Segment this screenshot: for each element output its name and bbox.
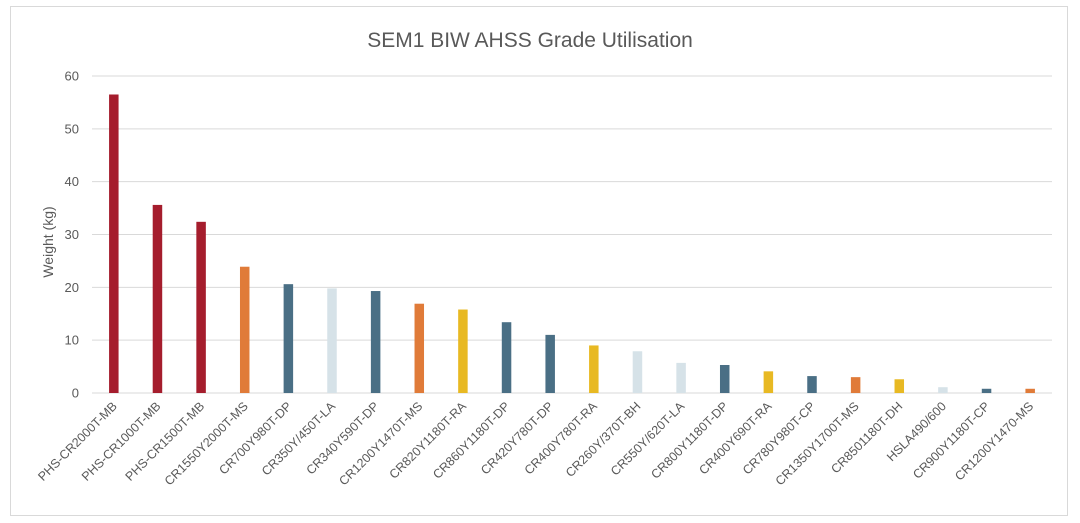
bar <box>327 288 337 393</box>
bars <box>109 94 1035 393</box>
bar <box>894 379 905 393</box>
x-tick-label: CR1350Y1700T-MS <box>773 399 862 488</box>
x-tick-label: CR350Y/450T-LA <box>259 399 339 479</box>
bar <box>152 204 163 393</box>
x-tick-label: CR820Y1180T-RA <box>387 399 470 482</box>
bar <box>763 371 774 393</box>
x-tick-label: PHS-CR1000T-MB <box>79 399 164 484</box>
chart-frame: 0 10 20 30 40 50 60 PHS-CR2000T-MB PHS-CR1000T-… <box>10 6 1068 516</box>
x-tick-label: CR400Y780T-RA <box>522 399 601 478</box>
bar <box>283 284 294 393</box>
bar <box>370 291 381 393</box>
y-tick-label: 50 <box>65 121 79 136</box>
bar <box>109 94 119 393</box>
bar <box>1025 388 1035 393</box>
y-tick-label: 60 <box>65 69 79 84</box>
bar <box>676 362 686 393</box>
bar-chart: 0 10 20 30 40 50 60 PHS-CR2000T-MBPHS-CR1000T-… <box>35 29 1052 488</box>
bar <box>938 387 948 393</box>
x-tick-label: CR860Y1180T-DP <box>430 399 512 481</box>
x-tick-label: CR260Y/370T-BH <box>563 399 644 480</box>
x-tick-label: CR900Y1180T-CP <box>910 399 992 481</box>
x-tick-label: CR1200Y1470-MS <box>952 399 1036 483</box>
x-tick-label: CR550Y/620T-LA <box>608 399 688 479</box>
bar <box>807 376 817 393</box>
bar <box>981 388 992 393</box>
y-tick-label: 20 <box>65 280 79 295</box>
chart-title: SEM1 BIW AHSS Grade Utilisation <box>367 29 693 52</box>
bar <box>719 364 730 393</box>
bar <box>589 345 599 393</box>
x-tick-label: CR1550Y2000T-MS <box>162 399 251 488</box>
x-tick-label: CR400Y690T-RA <box>696 399 775 478</box>
y-axis-title: Weight (kg) <box>40 206 56 277</box>
y-tick-label: 0 <box>72 386 79 401</box>
gridlines <box>92 75 1052 394</box>
bar <box>414 303 425 393</box>
y-tick-label: 30 <box>65 227 79 242</box>
x-tick-label: CR1200Y1470T-MS <box>336 399 425 488</box>
bar <box>850 377 861 393</box>
bar <box>501 322 512 393</box>
y-tick-label: 10 <box>65 333 79 348</box>
x-tick-label: PHS-CR1500T-MB <box>123 399 208 484</box>
bar <box>458 309 468 393</box>
bar <box>239 266 250 393</box>
x-tick-label: CR800Y1180T-DP <box>648 399 730 481</box>
bar <box>196 221 206 393</box>
y-tick-label: 40 <box>65 174 79 189</box>
bar <box>545 334 555 393</box>
x-tick-label: PHS-CR2000T-MB <box>35 399 120 484</box>
bar <box>632 351 643 393</box>
y-axis-ticks: 0 10 20 30 40 50 60 <box>65 69 79 401</box>
x-axis-labels: PHS-CR2000T-MBPHS-CR1000T-MBPHS-CR1500T-… <box>35 399 1036 488</box>
